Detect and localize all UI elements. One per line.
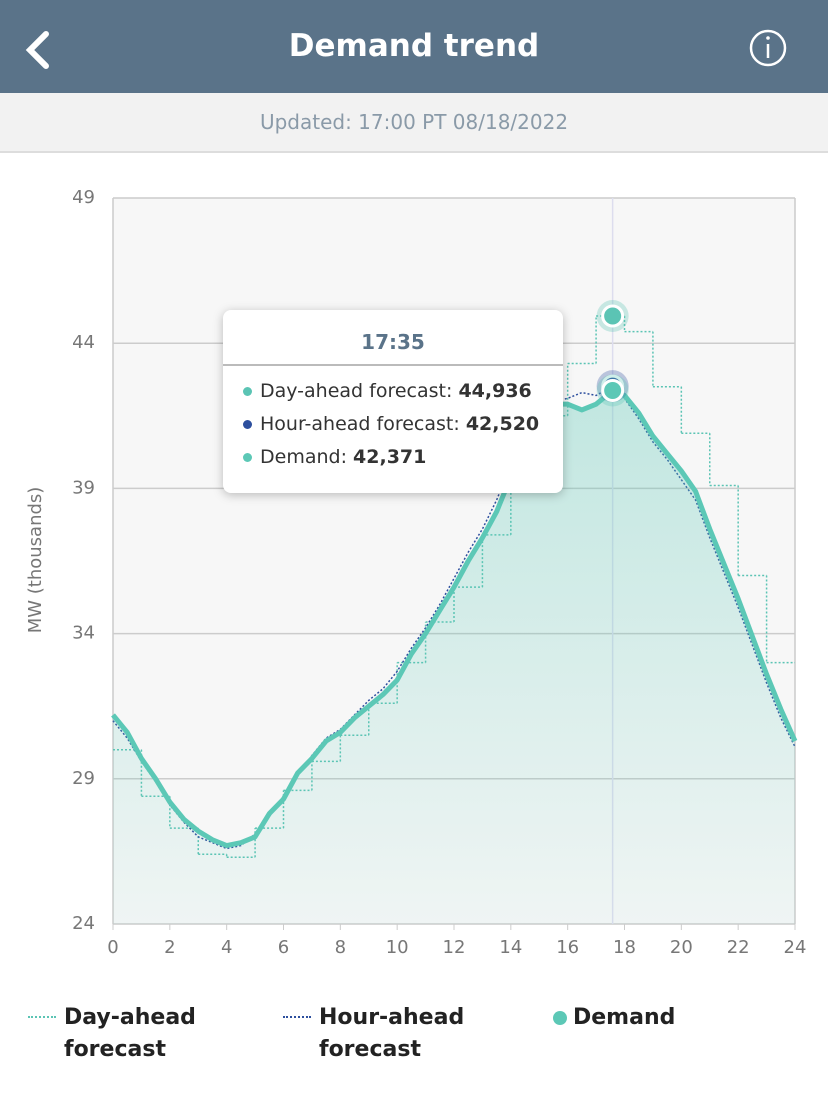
tooltip-name: Hour-ahead forecast:	[260, 413, 460, 435]
legend-item: Day-ahead forecast	[28, 1002, 234, 1066]
x-tick-label: 14	[499, 937, 522, 958]
legend-item: Demand	[553, 1002, 743, 1034]
info-button[interactable]	[749, 29, 787, 67]
demand-area	[113, 390, 795, 924]
legend-item: Hour-ahead forecast	[283, 1002, 489, 1066]
tooltip-value: 42,371	[353, 446, 427, 468]
x-tick-label: 22	[727, 937, 750, 958]
demand-line	[111, 388, 798, 849]
tooltip-name: Day-ahead forecast:	[260, 380, 453, 402]
x-tick-label: 16	[556, 937, 579, 958]
x-tick-label: 24	[784, 937, 807, 958]
tooltip-name: Demand:	[260, 446, 347, 468]
tooltip-time: 17:35	[223, 310, 563, 366]
y-tick-label: 44	[72, 332, 95, 353]
updated-time: Updated: 17:00 PT 08/18/2022	[0, 93, 828, 153]
tooltip: 17:35 Day-ahead forecast: 44,936 Hour-ahe…	[223, 310, 563, 493]
y-tick-label: 24	[72, 913, 95, 934]
tooltip-rows: Day-ahead forecast: 44,936 Hour-ahead for…	[223, 380, 563, 479]
tooltip-row: Day-ahead forecast: 44,936	[223, 380, 563, 413]
x-tick-label: 2	[164, 937, 175, 958]
x-tick-label: 4	[221, 937, 232, 958]
title: Demand trend	[288, 28, 540, 64]
x-tick-label: 20	[670, 937, 693, 958]
highlight-point	[601, 379, 625, 403]
legend-label: Demand	[573, 1005, 676, 1030]
back-button[interactable]	[25, 31, 49, 69]
y-tick-label: 29	[72, 768, 95, 789]
y-tick-label: 34	[72, 623, 95, 644]
x-tick-label: 8	[335, 937, 346, 958]
tooltip-value: 42,520	[465, 413, 540, 435]
tooltip-dot	[243, 420, 252, 429]
legend-label: Day-ahead forecast	[64, 1005, 196, 1062]
y-tick-label: 39	[72, 477, 95, 498]
header-icons	[25, 29, 787, 69]
tooltip-row: Hour-ahead forecast: 42,520	[223, 413, 563, 446]
header: Demand trend	[0, 0, 828, 93]
legend-swatch	[283, 1016, 311, 1018]
y-axis-label: MW (thousands)	[25, 487, 46, 634]
tooltip-dot	[243, 387, 252, 396]
legend-swatch	[28, 1016, 56, 1018]
x-tick-label: 6	[278, 937, 289, 958]
tooltip-value: 44,936	[458, 380, 532, 402]
tooltip-row: Demand: 42,371	[223, 446, 563, 479]
legend-label: Hour-ahead forecast	[319, 1005, 465, 1062]
highlight-point	[601, 304, 625, 328]
y-tick-label: 49	[72, 187, 95, 208]
x-tick-label: 18	[613, 937, 636, 958]
x-tick-label: 0	[107, 937, 118, 958]
x-tick-label: 12	[443, 937, 466, 958]
x-tick-label: 10	[386, 937, 409, 958]
legend-swatch	[553, 1011, 567, 1025]
tooltip-dot	[243, 453, 252, 462]
